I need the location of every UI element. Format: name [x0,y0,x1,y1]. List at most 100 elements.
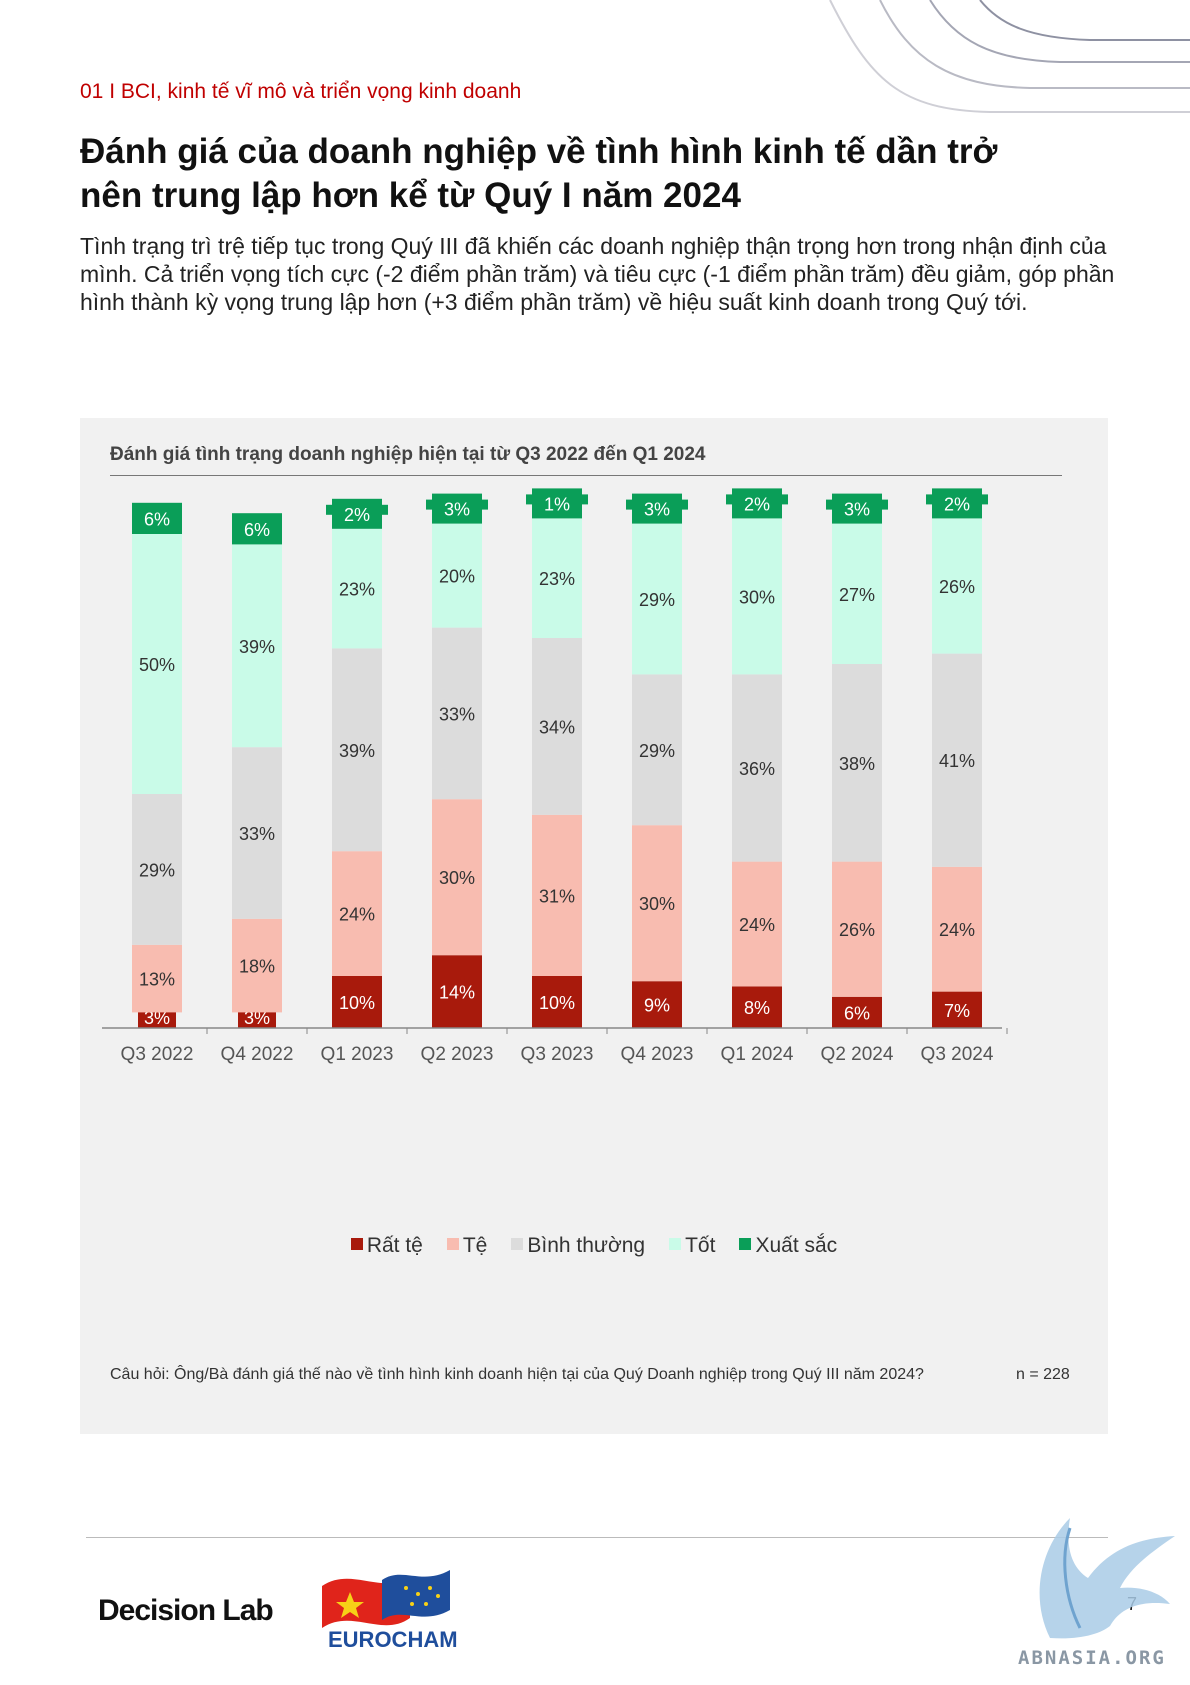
bar-segment [332,851,382,976]
bar-segment [532,518,582,638]
legend-swatch [511,1238,524,1250]
bar-segment-tab [882,499,888,510]
x-tick-label: Q3 2023 [521,1044,594,1065]
x-tick-label: Q4 2023 [621,1044,694,1065]
bar-segment [432,627,482,800]
legend-swatch [739,1238,752,1250]
legend-item: Xuất sắc [739,1234,837,1258]
legend-swatch [350,1238,363,1250]
bar-segment-tab [526,494,532,505]
legend-label: Tốt [685,1234,716,1257]
legend-label: Rất tệ [366,1234,423,1257]
bar-segment-tab [426,499,432,510]
x-tick-label: Q1 2024 [721,1044,794,1065]
x-tick-label: Q1 2023 [321,1044,394,1065]
data-label: 24% [739,915,775,935]
intro-paragraph: Tình trạng trì trệ tiếp tục trong Quý II… [80,233,1115,315]
bar-segment [932,653,982,867]
bar-segment [332,528,382,649]
x-tick-label: Q3 2024 [921,1044,994,1065]
footer-divider [86,1537,1108,1538]
survey-question: Câu hỏi: Ông/Bà đánh giá thế nào về tình… [110,1366,924,1383]
data-label: 3% [844,500,870,520]
griffin-watermark-icon [1039,1518,1175,1639]
data-label: 2% [344,505,370,525]
chart-title: Đánh giá tình trạng doanh nghiệp hiện tạ… [110,444,706,465]
data-label: 18% [239,957,275,977]
data-label: 2% [744,494,770,514]
bar-segment [432,955,482,1028]
data-label: 7% [944,1001,970,1021]
data-label: 23% [339,580,375,600]
bar-segment [632,493,682,524]
bar-segment [632,674,682,826]
legend-swatch [446,1238,459,1250]
bar-segment-tab [726,494,732,505]
eurocham-logo-text: EUROCHAM [328,1627,458,1652]
data-label: 36% [739,759,775,779]
data-label: 20% [439,567,475,587]
data-label: 10% [339,993,375,1013]
bar-segment [532,488,582,519]
bar-segment-tab [926,494,932,505]
bar-segment [932,488,982,519]
bar-segment [932,991,982,1028]
data-label: 23% [539,569,575,589]
bar-segment-tab [782,494,788,505]
legend-item: Tốt [669,1234,715,1258]
bar-segment [132,794,182,945]
chart-legend: Rất tệ Tệ Bình thường Tốt Xuất sắc [80,1234,1108,1258]
data-label: 10% [539,993,575,1013]
bar-segment [332,976,382,1028]
data-label: 3% [244,1008,270,1028]
bar-segment [732,986,782,1028]
x-tick-label: Q2 2024 [821,1044,894,1065]
bar-segment [632,825,682,982]
legend-label: Tệ [462,1234,488,1257]
data-label: 9% [644,996,670,1016]
bar-segment [232,747,282,919]
bar-segment [332,648,382,852]
decision-lab-logo: Decision Lab [98,1594,274,1627]
data-label: 39% [239,637,275,657]
header-decoration [829,0,1190,113]
data-label: 1% [544,494,570,514]
bar-segment [232,513,282,545]
bar-segment [932,866,982,992]
bar-segment [532,638,582,815]
data-label: 24% [339,905,375,925]
data-label: 38% [839,754,875,774]
data-label: 8% [744,998,770,1018]
data-label: 41% [939,751,975,771]
data-label: 3% [444,500,470,520]
bar-segment [532,976,582,1028]
data-label: 26% [939,577,975,597]
data-label: 30% [439,868,475,888]
sample-size: n = 228 [1016,1366,1070,1383]
bar-segment [732,518,782,675]
data-label: 29% [639,590,675,610]
watermark-text: ABNASIA.ORG [1018,1647,1166,1669]
legend-label: Bình thường [527,1234,646,1257]
data-label: 34% [539,717,575,737]
data-label: 14% [439,983,475,1003]
data-label: 33% [439,704,475,724]
data-label: 30% [739,587,775,607]
stacked-bar-chart: 3% 13% 29% 50% 6% Q3 2022 3% 18% 33% 39% 6% Q4 2022… [102,488,1008,1065]
bar-segment-tab [826,499,832,510]
section-label: 01 I BCI, kinh tế vĩ mô và triển vọng ki… [80,80,522,103]
eurocham-flag-icon [322,1570,450,1628]
data-label: 39% [339,741,375,761]
bar-segment [132,502,182,534]
x-tick-label: Q3 2022 [121,1044,194,1065]
bar-segment [432,493,482,524]
bar-segment [932,518,982,654]
bar-segment [232,918,282,1013]
bar-segment [832,996,882,1028]
bar-segment-tab [382,504,388,515]
legend-item: Tệ [446,1234,488,1258]
bar-segment [432,523,482,628]
chart-panel: Đánh giá tình trạng doanh nghiệp hiện tạ… [80,418,1108,1434]
data-label: 6% [244,520,270,540]
bar-segment [232,544,282,748]
